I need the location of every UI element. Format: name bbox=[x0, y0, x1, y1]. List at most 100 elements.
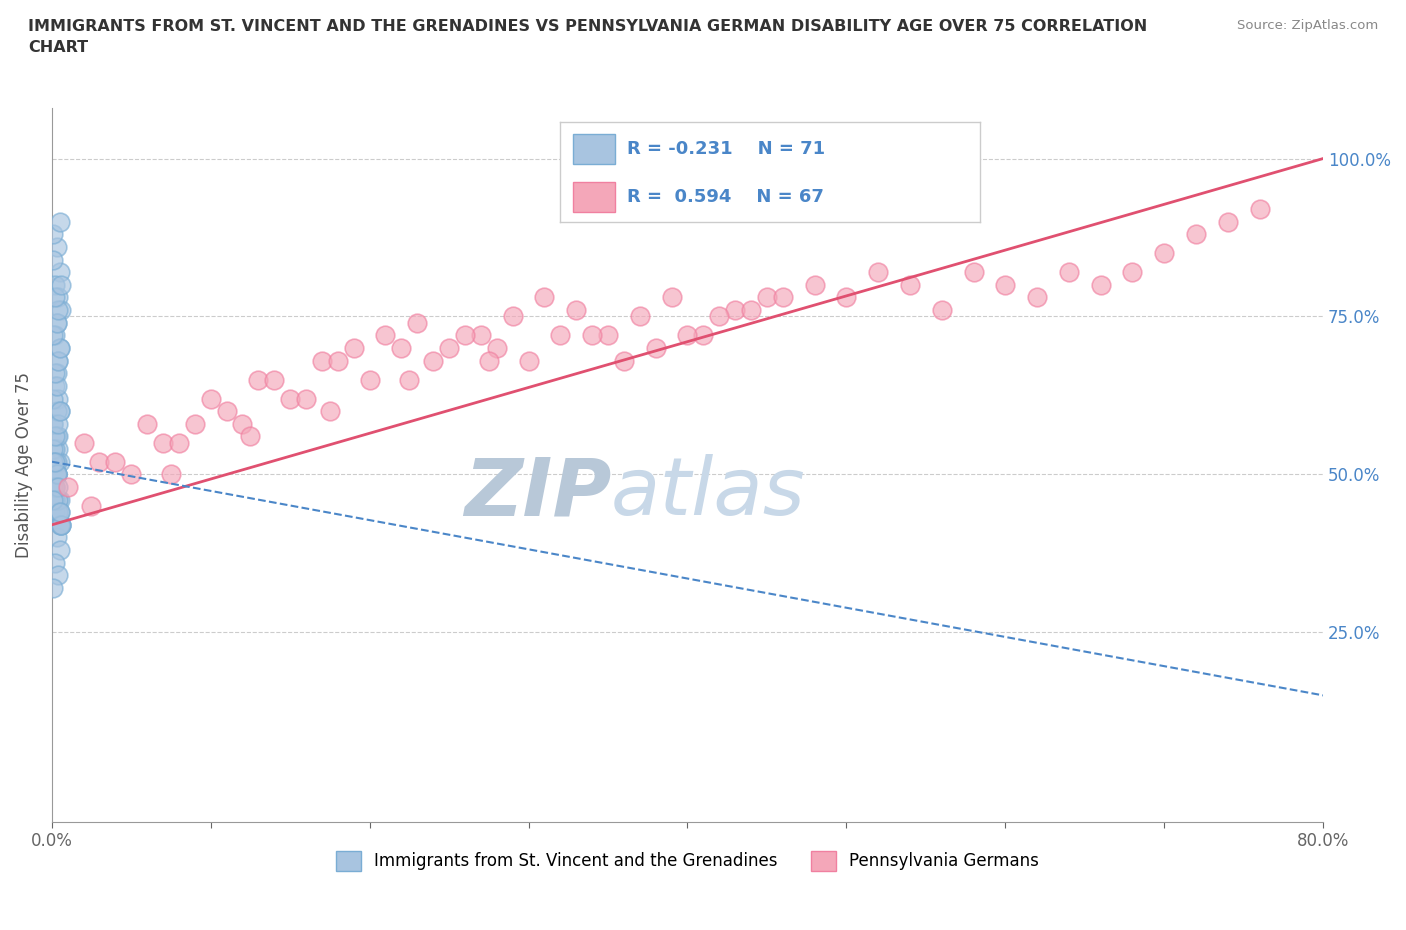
Point bbox=[994, 277, 1017, 292]
Point bbox=[51, 517, 73, 532]
Point bbox=[56, 480, 79, 495]
Point bbox=[724, 302, 747, 317]
Point bbox=[406, 315, 429, 330]
Point bbox=[389, 340, 412, 355]
Point bbox=[44, 492, 66, 507]
Y-axis label: Disability Age Over 75: Disability Age Over 75 bbox=[15, 372, 32, 558]
Point bbox=[167, 435, 190, 450]
Point bbox=[46, 480, 69, 495]
Text: atlas: atlas bbox=[612, 455, 806, 532]
Point bbox=[104, 454, 127, 469]
Point bbox=[478, 353, 501, 368]
Point bbox=[44, 290, 66, 305]
Point bbox=[48, 454, 70, 469]
Point bbox=[48, 340, 70, 355]
Point bbox=[517, 353, 540, 368]
Point bbox=[160, 467, 183, 482]
Point bbox=[1216, 214, 1239, 229]
Point bbox=[1090, 277, 1112, 292]
Point bbox=[48, 404, 70, 418]
Point bbox=[692, 328, 714, 343]
Point bbox=[1249, 202, 1271, 217]
Point bbox=[1057, 265, 1080, 280]
Point bbox=[42, 580, 65, 595]
Point bbox=[46, 505, 69, 520]
Point bbox=[326, 353, 349, 368]
Point bbox=[502, 309, 524, 324]
Point bbox=[48, 517, 70, 532]
Point bbox=[42, 227, 65, 242]
Point bbox=[42, 417, 65, 432]
Point bbox=[46, 429, 69, 444]
Point bbox=[263, 372, 285, 387]
Point bbox=[45, 315, 67, 330]
Point bbox=[437, 340, 460, 355]
Point bbox=[42, 480, 65, 495]
Point bbox=[485, 340, 508, 355]
Point bbox=[755, 290, 778, 305]
Point bbox=[46, 302, 69, 317]
Point bbox=[45, 467, 67, 482]
Point bbox=[46, 353, 69, 368]
Point bbox=[311, 353, 333, 368]
Point bbox=[45, 240, 67, 255]
Point bbox=[45, 429, 67, 444]
Point bbox=[48, 505, 70, 520]
Point bbox=[931, 302, 953, 317]
Point bbox=[80, 498, 103, 513]
Point bbox=[709, 309, 731, 324]
Point bbox=[42, 417, 65, 432]
Point bbox=[596, 328, 619, 343]
Point bbox=[898, 277, 921, 292]
Point bbox=[962, 265, 984, 280]
Point bbox=[628, 309, 651, 324]
Point bbox=[51, 517, 73, 532]
Point bbox=[295, 392, 318, 406]
Point bbox=[152, 435, 174, 450]
Point bbox=[72, 435, 94, 450]
Point bbox=[42, 480, 65, 495]
Point bbox=[550, 328, 572, 343]
Point bbox=[42, 442, 65, 457]
Point bbox=[48, 505, 70, 520]
Point bbox=[45, 467, 67, 482]
Point bbox=[46, 442, 69, 457]
Point bbox=[247, 372, 270, 387]
Point bbox=[46, 492, 69, 507]
Point bbox=[422, 353, 444, 368]
Point bbox=[44, 454, 66, 469]
Point bbox=[120, 467, 142, 482]
Point bbox=[581, 328, 603, 343]
Point bbox=[44, 555, 66, 570]
Point bbox=[48, 543, 70, 558]
Point bbox=[835, 290, 858, 305]
Point bbox=[42, 328, 65, 343]
Point bbox=[803, 277, 825, 292]
Point bbox=[51, 277, 73, 292]
Point bbox=[51, 517, 73, 532]
Point bbox=[46, 290, 69, 305]
Point bbox=[48, 340, 70, 355]
Point bbox=[45, 315, 67, 330]
Point bbox=[398, 372, 420, 387]
Point bbox=[1185, 227, 1208, 242]
Point bbox=[44, 365, 66, 380]
Point bbox=[215, 404, 238, 418]
Point bbox=[44, 429, 66, 444]
Point bbox=[48, 265, 70, 280]
Point bbox=[454, 328, 477, 343]
Point bbox=[45, 467, 67, 482]
Point bbox=[48, 214, 70, 229]
Legend: Immigrants from St. Vincent and the Grenadines, Pennsylvania Germans: Immigrants from St. Vincent and the Gren… bbox=[329, 844, 1046, 878]
Point bbox=[278, 392, 301, 406]
Point bbox=[470, 328, 492, 343]
Point bbox=[1153, 246, 1175, 260]
Point bbox=[184, 417, 207, 432]
Point bbox=[319, 404, 342, 418]
Point bbox=[44, 277, 66, 292]
Point bbox=[676, 328, 699, 343]
Point bbox=[44, 505, 66, 520]
Point bbox=[44, 442, 66, 457]
Point bbox=[46, 417, 69, 432]
Point bbox=[45, 467, 67, 482]
